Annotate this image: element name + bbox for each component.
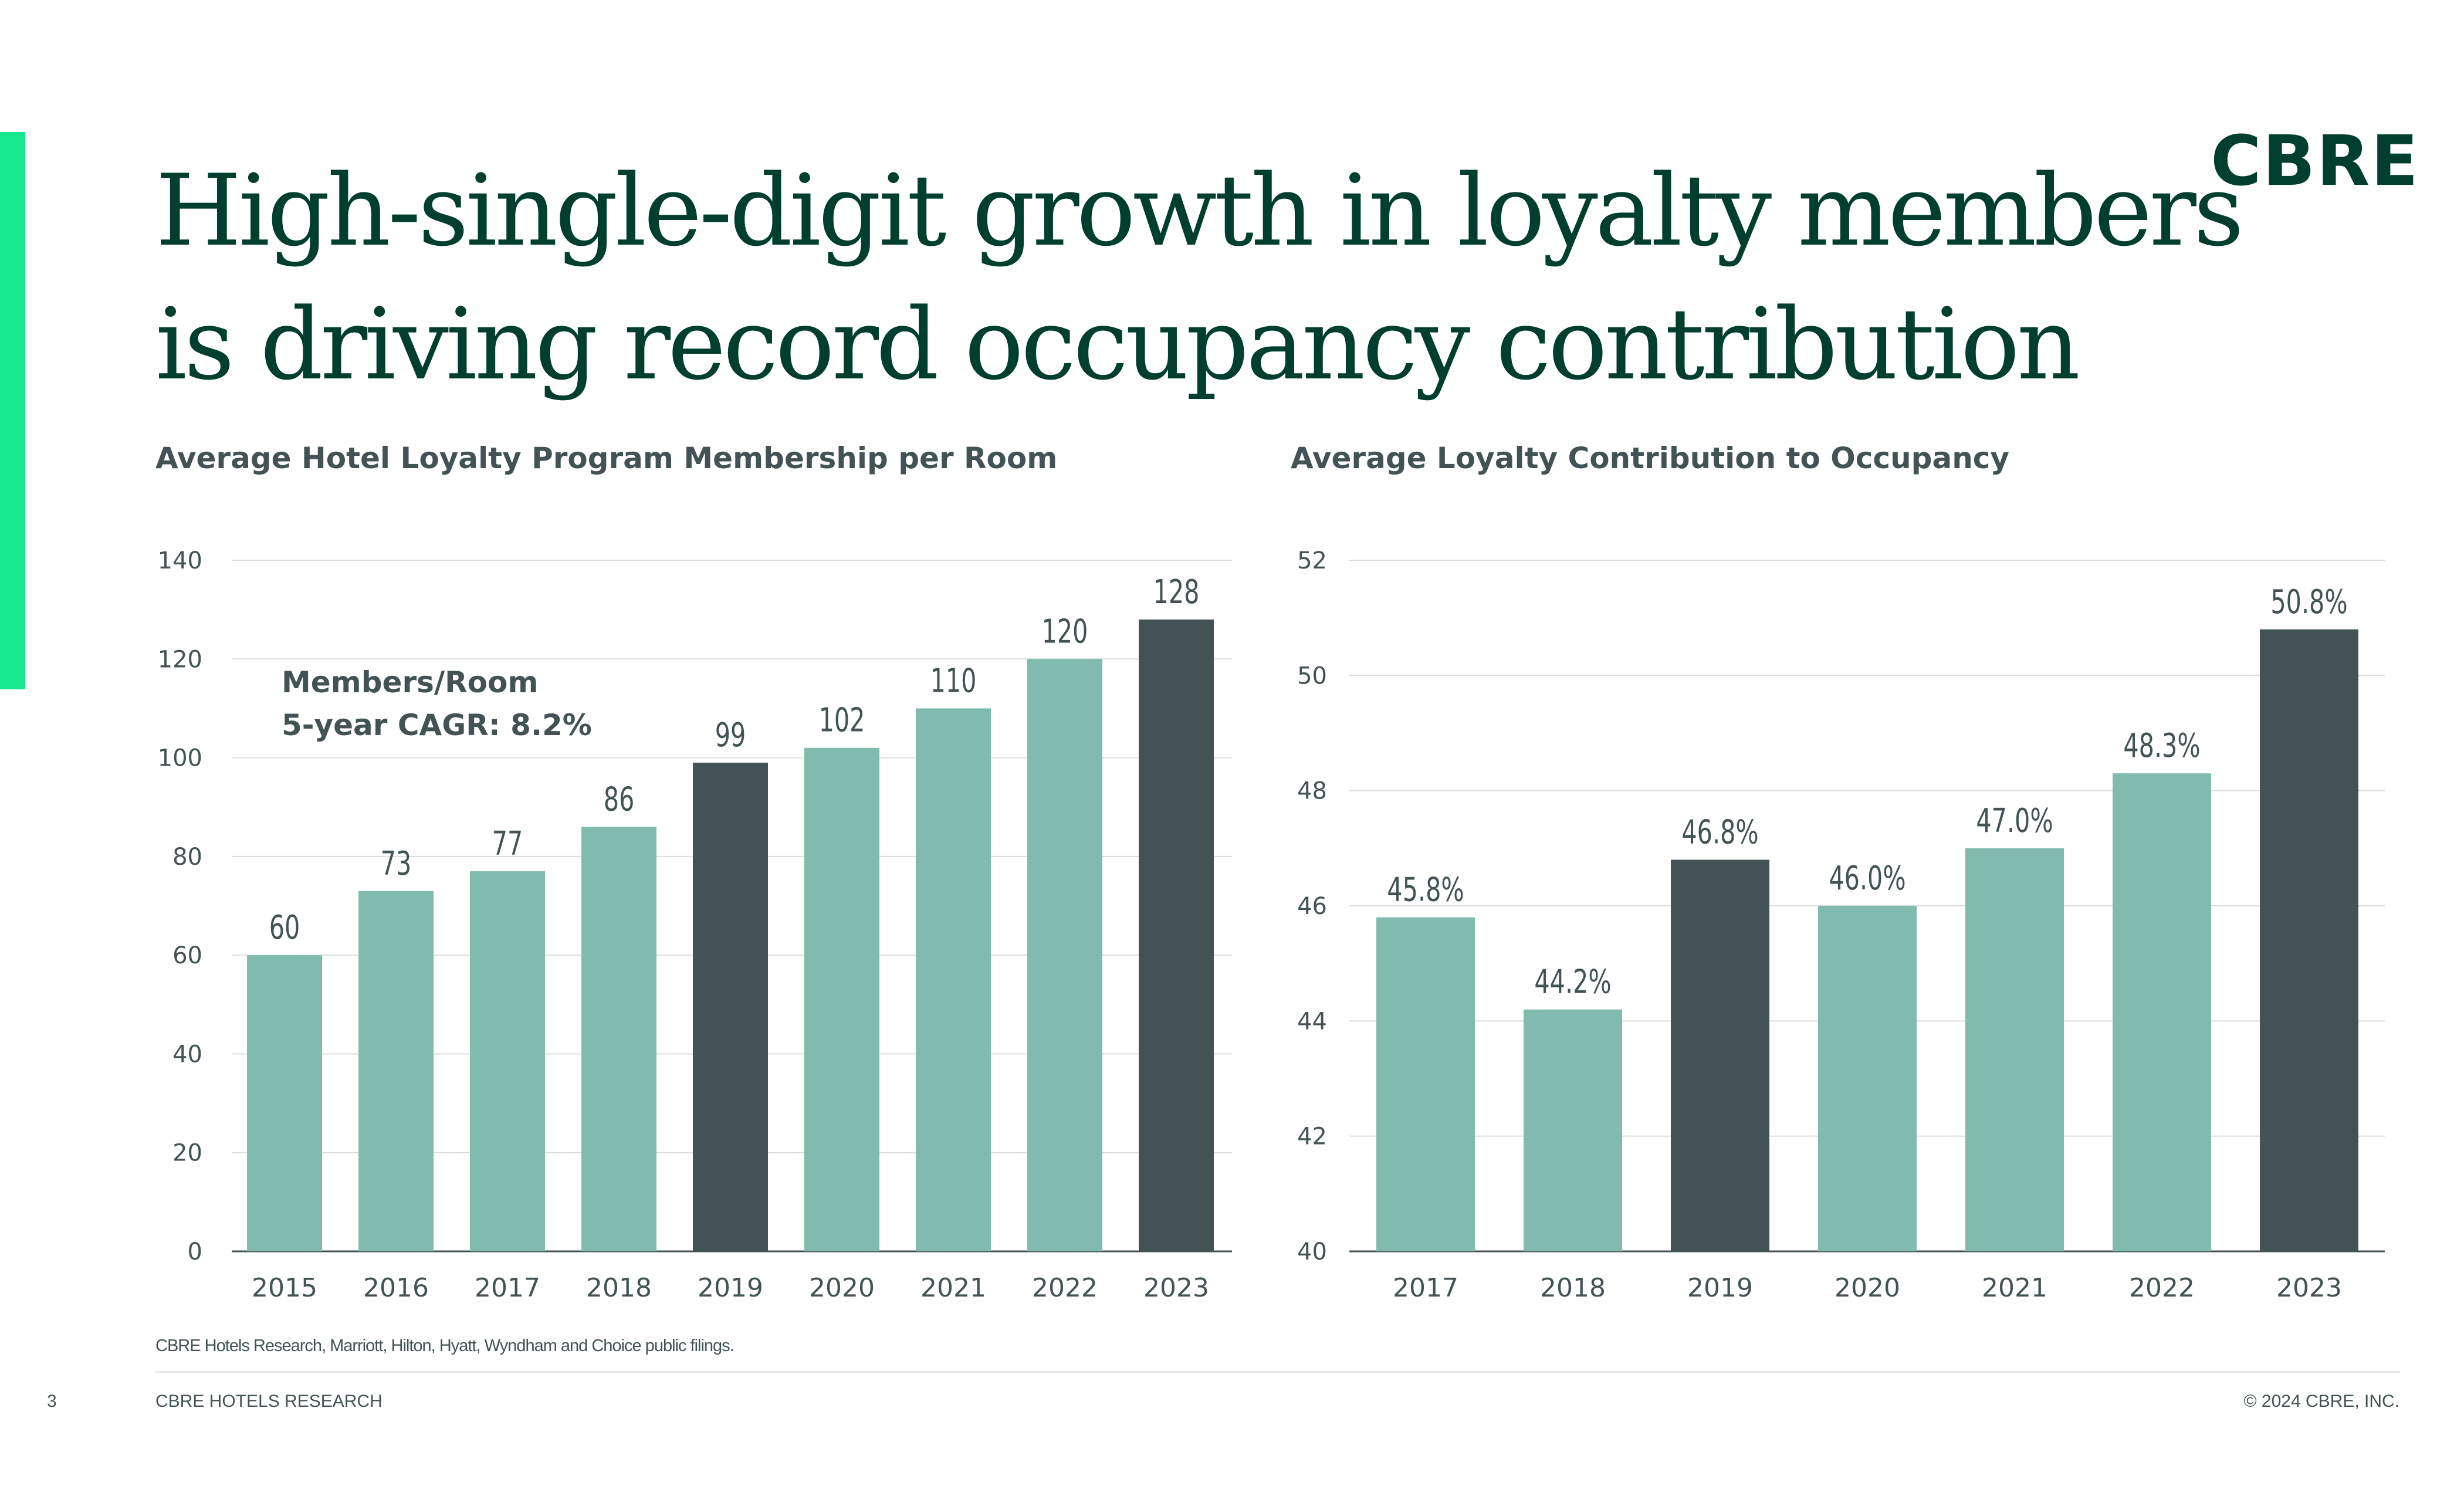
membership-bar	[358, 891, 434, 1251]
membership-x-tick-label: 2023	[1143, 1273, 1209, 1303]
membership-data-label: 77	[492, 825, 523, 864]
membership-x-tick-label: 2017	[475, 1273, 540, 1303]
occupancy-y-tick-label: 42	[1297, 1123, 1327, 1150]
membership-y-tick-label: 80	[172, 844, 202, 871]
membership-bar	[247, 955, 322, 1251]
occupancy-data-label: 44.2%	[1534, 963, 1611, 1001]
occupancy-x-tick-label: 2020	[1835, 1273, 1900, 1303]
occupancy-data-label: 45.8%	[1387, 871, 1464, 909]
membership-y-tick-label: 60	[172, 942, 202, 969]
occupancy-y-tick-label: 52	[1297, 547, 1327, 574]
membership-y-tick-label: 0	[188, 1238, 202, 1265]
membership-data-label: 128	[1153, 573, 1200, 612]
occupancy-bar	[1965, 848, 2064, 1251]
occupancy-x-tick-label: 2022	[2129, 1273, 2195, 1303]
membership-data-label: 99	[715, 716, 746, 755]
occupancy-bar	[1671, 859, 1769, 1251]
source-note: CBRE Hotels Research, Marriott, Hilton, …	[155, 1336, 735, 1355]
copyright-label: © 2024 CBRE, INC.	[2243, 1392, 2399, 1411]
occupancy-bar	[2260, 629, 2358, 1251]
occupancy-x-tick-label: 2021	[1982, 1273, 2047, 1303]
membership-data-label: 73	[381, 844, 412, 883]
membership-x-tick-label: 2016	[363, 1273, 429, 1303]
occupancy-x-tick-label: 2018	[1540, 1273, 1606, 1303]
membership-bar	[804, 747, 879, 1251]
membership-bar	[916, 708, 991, 1251]
accent-bar	[0, 132, 25, 689]
title-line-1: High-single-digit growth in loyalty memb…	[155, 153, 2244, 268]
title-line-2: is driving record occupancy contribution	[155, 287, 2080, 402]
membership-data-label: 102	[819, 701, 865, 740]
cagr-annotation: Members/Room	[282, 665, 538, 699]
slide-title: High-single-digit growth in loyalty memb…	[155, 144, 2244, 411]
membership-bar	[693, 762, 768, 1251]
cbre-logo: CBRE	[2211, 120, 2420, 201]
membership-y-tick-label: 120	[158, 646, 202, 673]
membership-x-tick-label: 2018	[586, 1273, 652, 1303]
page-number: 3	[47, 1392, 57, 1411]
chart-title-membership: Average Hotel Loyalty Program Membership…	[155, 441, 1058, 475]
occupancy-y-tick-label: 46	[1297, 893, 1327, 920]
membership-bar	[470, 871, 545, 1251]
occupancy-data-label: 46.0%	[1829, 859, 1905, 898]
occupancy-bar	[1524, 1009, 1622, 1251]
occupancy-data-label: 46.8%	[1681, 813, 1758, 852]
membership-data-label: 86	[604, 780, 635, 819]
occupancy-y-tick-label: 48	[1297, 778, 1327, 805]
membership-x-tick-label: 2021	[920, 1273, 986, 1303]
cagr-annotation: 5-year CAGR: 8.2%	[282, 708, 592, 742]
occupancy-data-label: 50.8%	[2270, 583, 2347, 621]
membership-x-tick-label: 2019	[698, 1273, 763, 1303]
occupancy-x-tick-label: 2023	[2276, 1273, 2342, 1303]
membership-bar	[581, 827, 656, 1251]
membership-bar	[1027, 659, 1102, 1251]
footer-left-label: CBRE HOTELS RESEARCH	[155, 1392, 383, 1411]
occupancy-bar	[1376, 917, 1475, 1251]
footer-divider	[155, 1371, 2400, 1373]
membership-y-tick-label: 100	[158, 745, 202, 772]
membership-data-label: 120	[1042, 612, 1088, 651]
occupancy-data-label: 47.0%	[1976, 801, 2053, 840]
membership-data-label: 110	[930, 662, 977, 700]
membership-y-tick-label: 40	[172, 1041, 202, 1068]
membership-y-tick-label: 140	[158, 547, 202, 574]
membership-x-tick-label: 2015	[252, 1273, 317, 1303]
occupancy-y-tick-label: 40	[1297, 1238, 1327, 1265]
chart-title-occupancy: Average Loyalty Contribution to Occupanc…	[1291, 441, 2010, 475]
occupancy-bar	[2113, 773, 2211, 1251]
membership-x-tick-label: 2022	[1032, 1273, 1098, 1303]
occupancy-x-tick-label: 2019	[1687, 1273, 1753, 1303]
membership-bar	[1139, 619, 1214, 1251]
membership-data-label: 60	[269, 909, 300, 947]
occupancy-y-tick-label: 50	[1297, 662, 1327, 689]
membership-y-tick-label: 20	[172, 1140, 202, 1167]
occupancy-data-label: 48.3%	[2123, 727, 2200, 766]
occupancy-x-tick-label: 2017	[1393, 1273, 1458, 1303]
occupancy-y-tick-label: 44	[1297, 1008, 1327, 1035]
occupancy-bar	[1818, 906, 1917, 1251]
membership-x-tick-label: 2020	[809, 1273, 875, 1303]
